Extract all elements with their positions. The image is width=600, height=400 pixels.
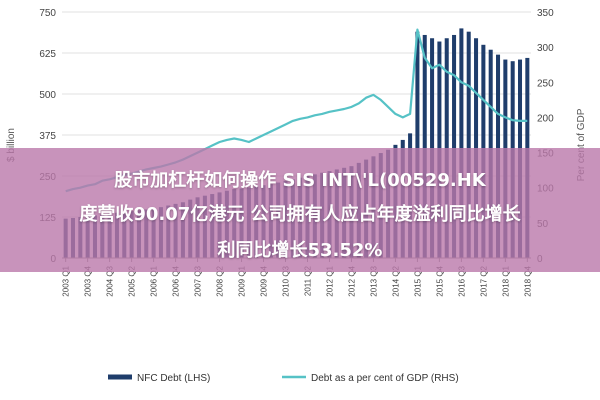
x-tick-label: 2003 Q1 bbox=[62, 265, 71, 296]
left-tick-label: 375 bbox=[39, 131, 56, 142]
x-tick-label: 2012 Q4 bbox=[348, 265, 357, 296]
right-tick-label: 250 bbox=[537, 78, 554, 89]
x-tick-label: 2009 Q4 bbox=[260, 265, 269, 296]
x-tick-label: 2010 Q3 bbox=[282, 265, 291, 296]
legend-label-debt-gdp: Debt as a per cent of GDP (RHS) bbox=[311, 373, 459, 384]
x-tick-label: 2012 Q1 bbox=[326, 265, 335, 296]
bar-nfc-debt bbox=[422, 34, 427, 259]
legend-label-nfc-debt: NFC Debt (LHS) bbox=[137, 373, 210, 384]
banner-headline-line-1: 股市加杠杆如何操作 SIS INT\'L(00529.HK bbox=[114, 170, 486, 191]
banner-headline-line-2: 度营收90.07亿港元 公司拥有人应占年度溢利同比增长 bbox=[79, 204, 521, 225]
x-axis-ticks: 2003 Q1 2003 Q4 2004 Q3 2005 Q2 2006 Q1 2006 … bbox=[62, 258, 532, 297]
left-axis-label: $ billion bbox=[6, 128, 17, 162]
x-tick-label: 2003 Q4 bbox=[84, 265, 93, 296]
legend: NFC Debt (LHS) Debt as a per cent of GDP… bbox=[108, 373, 459, 384]
banner-headline-line-3: 利同比增长53.52% bbox=[217, 240, 383, 261]
right-tick-label: 300 bbox=[537, 43, 554, 54]
x-tick-label: 2004 Q3 bbox=[106, 265, 115, 296]
x-tick-label: 2011 Q2 bbox=[304, 265, 313, 296]
x-tick-label: 2013 Q3 bbox=[369, 265, 378, 296]
x-tick-label: 2015 Q1 bbox=[413, 265, 422, 296]
overlay-banner bbox=[0, 148, 600, 272]
x-tick-label: 2018 Q1 bbox=[501, 265, 510, 296]
x-tick-label: 2007 Q3 bbox=[194, 265, 203, 296]
bar-nfc-debt bbox=[452, 34, 457, 259]
left-tick-label: 750 bbox=[39, 8, 56, 19]
bar-nfc-debt bbox=[459, 28, 464, 259]
x-tick-label: 2016 Q3 bbox=[457, 265, 466, 296]
x-tick-label: 2005 Q2 bbox=[128, 265, 137, 296]
x-tick-label: 2018 Q4 bbox=[523, 265, 532, 296]
right-tick-label: 350 bbox=[537, 8, 554, 19]
x-tick-label: 2015 Q4 bbox=[435, 265, 444, 296]
right-axis-label: Per cent of GDP bbox=[576, 108, 587, 181]
left-tick-label: 500 bbox=[39, 90, 56, 101]
right-tick-label: 200 bbox=[537, 113, 554, 124]
left-tick-label: 625 bbox=[39, 49, 56, 60]
bar-nfc-debt bbox=[466, 31, 471, 259]
bar-nfc-debt bbox=[415, 31, 420, 259]
x-tick-label: 2014 Q2 bbox=[391, 265, 400, 296]
x-tick-label: 2009 Q1 bbox=[238, 265, 247, 296]
x-tick-label: 2008 Q2 bbox=[216, 265, 225, 296]
x-tick-label: 2006 Q1 bbox=[150, 265, 159, 296]
x-tick-label: 2017 Q2 bbox=[479, 265, 488, 296]
x-tick-label: 2006 Q4 bbox=[172, 265, 181, 296]
